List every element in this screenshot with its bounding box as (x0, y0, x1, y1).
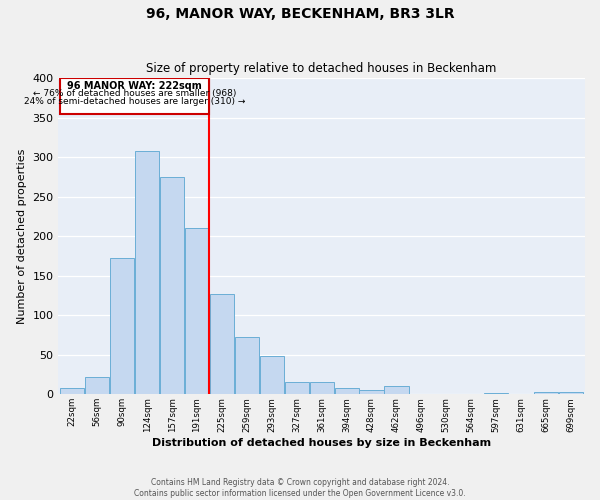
Bar (534, 392, 558, 394)
Bar (484, 392, 508, 394)
Text: Contains HM Land Registry data © Crown copyright and database right 2024.
Contai: Contains HM Land Registry data © Crown c… (134, 478, 466, 498)
Bar (60, 388, 85, 394)
Text: 24% of semi-detached houses are larger (310) →: 24% of semi-detached houses are larger (… (24, 96, 245, 106)
Bar (260, 356, 284, 395)
Bar (559, 392, 583, 394)
X-axis label: Distribution of detached houses by size in Beckenham: Distribution of detached houses by size … (152, 438, 491, 448)
Bar (110, 258, 134, 394)
Bar (235, 336, 259, 394)
Bar (85, 377, 109, 394)
Text: ← 76% of detached houses are smaller (968): ← 76% of detached houses are smaller (96… (33, 88, 236, 98)
Text: 96, MANOR WAY, BECKENHAM, BR3 3LR: 96, MANOR WAY, BECKENHAM, BR3 3LR (146, 8, 454, 22)
Bar (185, 228, 209, 394)
Text: 96 MANOR WAY: 222sqm: 96 MANOR WAY: 222sqm (67, 81, 202, 91)
Bar (210, 294, 234, 394)
Bar (359, 390, 383, 394)
Bar (284, 382, 309, 394)
Bar (310, 382, 334, 394)
Y-axis label: Number of detached properties: Number of detached properties (17, 148, 27, 324)
Bar (335, 388, 359, 394)
Bar (385, 386, 409, 394)
Title: Size of property relative to detached houses in Beckenham: Size of property relative to detached ho… (146, 62, 497, 74)
Bar (135, 151, 159, 394)
Bar (160, 177, 184, 394)
FancyBboxPatch shape (60, 78, 209, 114)
